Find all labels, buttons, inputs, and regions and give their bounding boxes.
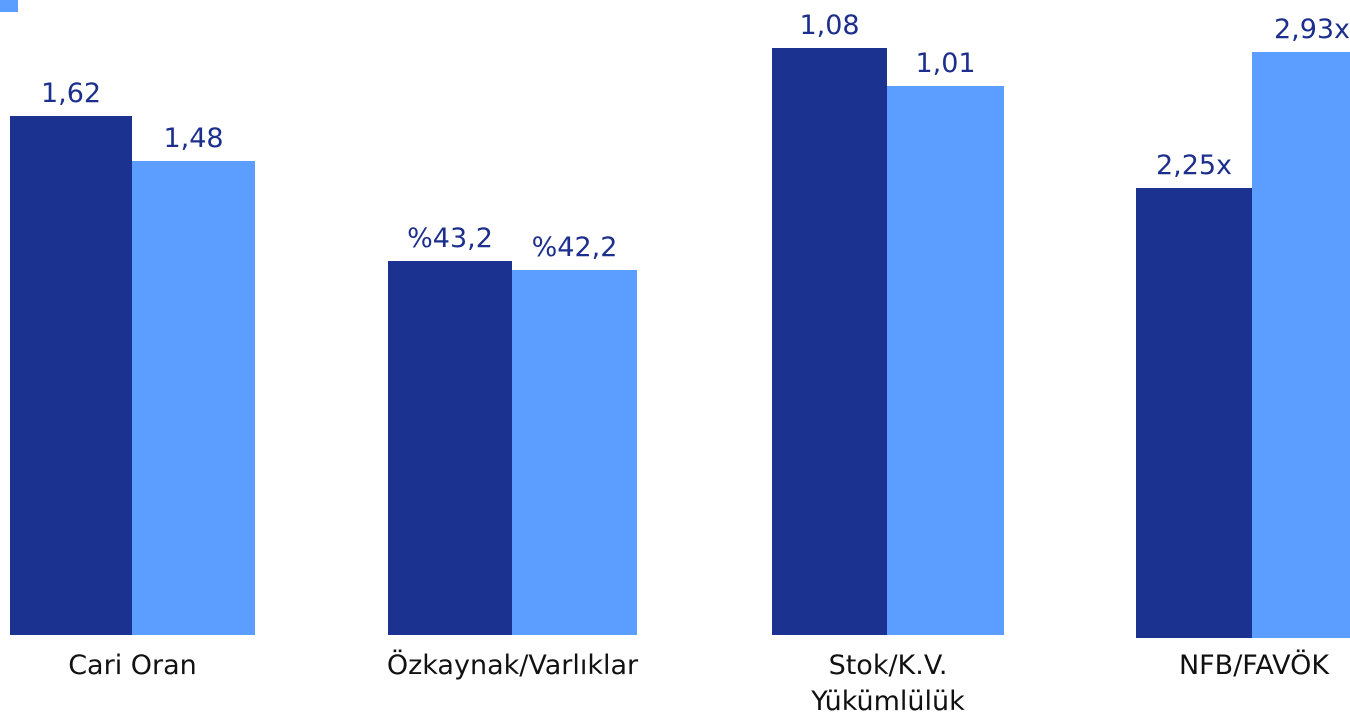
bar [388, 260, 512, 635]
value-label: %43,2 [407, 222, 493, 254]
bar [10, 115, 132, 635]
category-label: Cari Oran [68, 650, 197, 681]
value-label: 2,93x [1273, 14, 1350, 45]
bar [772, 48, 887, 635]
category-label: Stok/K.V. Yükümlülük [811, 650, 965, 717]
value-label: %42,2 [531, 231, 618, 263]
value-label: 1,08 [799, 10, 860, 42]
bar [1252, 52, 1350, 638]
bar [132, 160, 255, 635]
bar [1136, 188, 1252, 638]
value-label: 2,25x [1155, 150, 1233, 181]
bar [512, 269, 637, 635]
corner-mark [0, 0, 18, 12]
bar [887, 86, 1004, 635]
category-label: NFB/FAVÖK [1178, 650, 1330, 681]
value-label: 1,62 [40, 77, 102, 109]
category-label: Özkaynak/Varlıklar [386, 650, 639, 681]
value-label: 1,48 [163, 122, 224, 154]
value-label: 1,01 [915, 48, 976, 80]
